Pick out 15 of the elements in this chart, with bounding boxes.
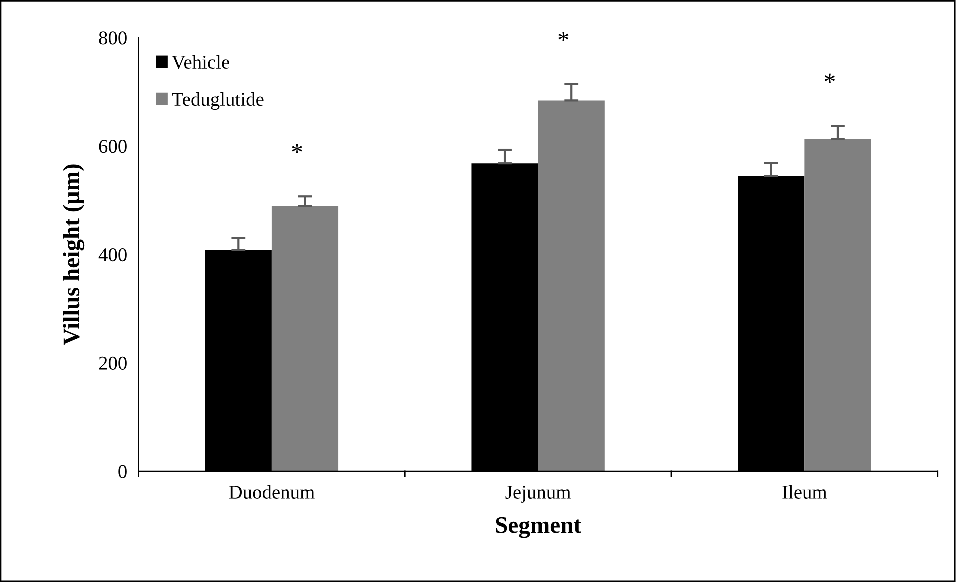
y-axis-title: Villus height (µm) (63, 164, 85, 346)
y-tick-label: 200 (99, 356, 127, 370)
x-axis-title: Segment (496, 517, 582, 538)
y-tick-label: 400 (98, 248, 127, 262)
y-tick-label: 800 (99, 32, 127, 45)
legend-label: Vehicle (172, 55, 230, 70)
x-tick-label: Ileum (782, 485, 828, 499)
x-tick-label: Jejunum (506, 486, 571, 503)
annotation: * (292, 144, 302, 154)
y-tick-label: 0 (118, 465, 127, 478)
legend-label: Teduglutide (172, 92, 264, 110)
annotation: * (824, 74, 836, 84)
y-tick-label: 600 (99, 140, 127, 154)
annotation: * (558, 32, 569, 42)
x-tick-label: Duodenum (229, 485, 315, 499)
